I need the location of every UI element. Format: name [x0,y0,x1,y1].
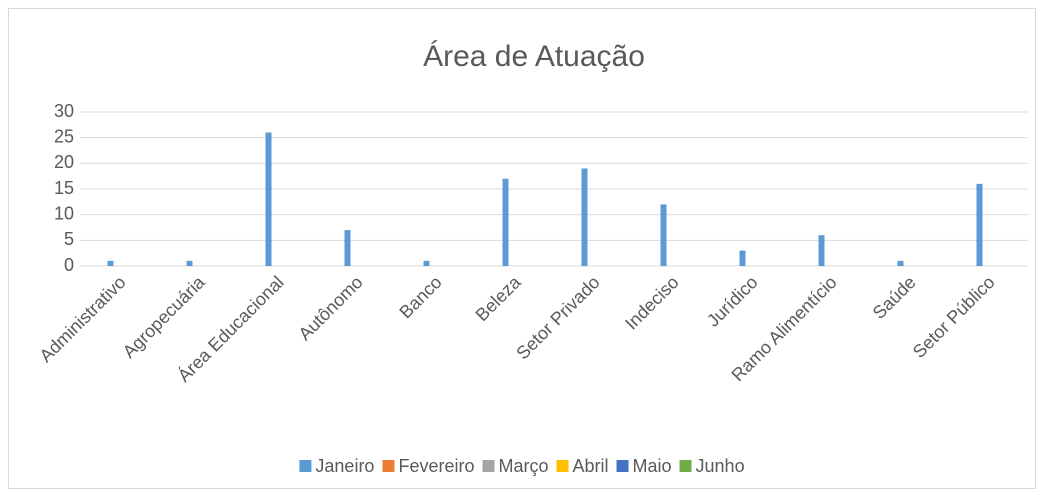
y-tick-label: 25 [54,126,74,146]
bar [897,260,904,266]
legend-swatch [299,460,312,472]
chart-border [8,8,1036,489]
bar [976,183,983,266]
legend-swatch [679,460,692,472]
bar [660,204,667,266]
chart-title: Área de Atuação [423,40,645,73]
bar [818,235,825,266]
legend-label: Maio [633,456,672,476]
y-tick-label: 0 [64,255,74,275]
bar [581,168,588,266]
legend-label: Janeiro [315,456,374,476]
bar [107,260,114,266]
legend-label: Junho [696,456,745,476]
bar [344,230,351,266]
bar [502,178,509,266]
y-tick-label: 20 [54,152,74,172]
bar [265,132,272,266]
y-tick-label: 10 [54,203,74,223]
y-tick-label: 15 [54,178,74,198]
legend-label: Abril [573,456,609,476]
bar [186,260,193,266]
legend-label: Março [498,456,548,476]
y-tick-label: 30 [54,101,74,121]
legend-swatch [482,460,495,472]
legend-label: Fevereiro [398,456,474,476]
legend-swatch [616,460,629,472]
legend-swatch [556,460,569,472]
y-tick-label: 5 [64,229,74,249]
legend-swatch [382,460,395,472]
bar [739,250,746,266]
bar [423,260,430,266]
